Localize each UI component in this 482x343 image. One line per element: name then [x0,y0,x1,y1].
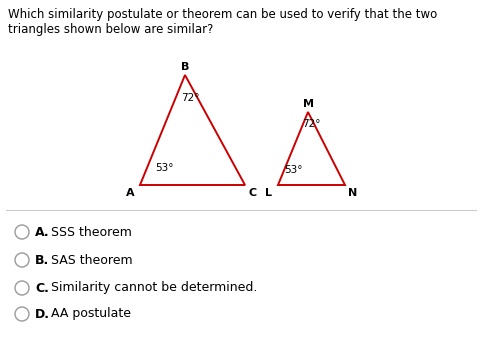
Text: Which similarity postulate or theorem can be used to verify that the two
triangl: Which similarity postulate or theorem ca… [8,8,437,36]
Text: SAS theorem: SAS theorem [51,253,133,267]
Text: AA postulate: AA postulate [51,308,131,320]
Text: M: M [303,99,313,109]
Text: B.: B. [35,253,49,267]
Text: N: N [348,188,358,198]
Text: C: C [249,188,257,198]
Text: A: A [126,188,134,198]
Text: 72°: 72° [302,119,321,129]
Text: A.: A. [35,225,50,238]
Text: D.: D. [35,308,50,320]
Text: Similarity cannot be determined.: Similarity cannot be determined. [51,282,257,295]
Text: 53°: 53° [284,165,303,175]
Text: L: L [265,188,271,198]
Text: 53°: 53° [155,163,174,173]
Text: C.: C. [35,282,49,295]
Text: B: B [181,62,189,72]
Text: 72°: 72° [181,93,200,103]
Text: SSS theorem: SSS theorem [51,225,132,238]
